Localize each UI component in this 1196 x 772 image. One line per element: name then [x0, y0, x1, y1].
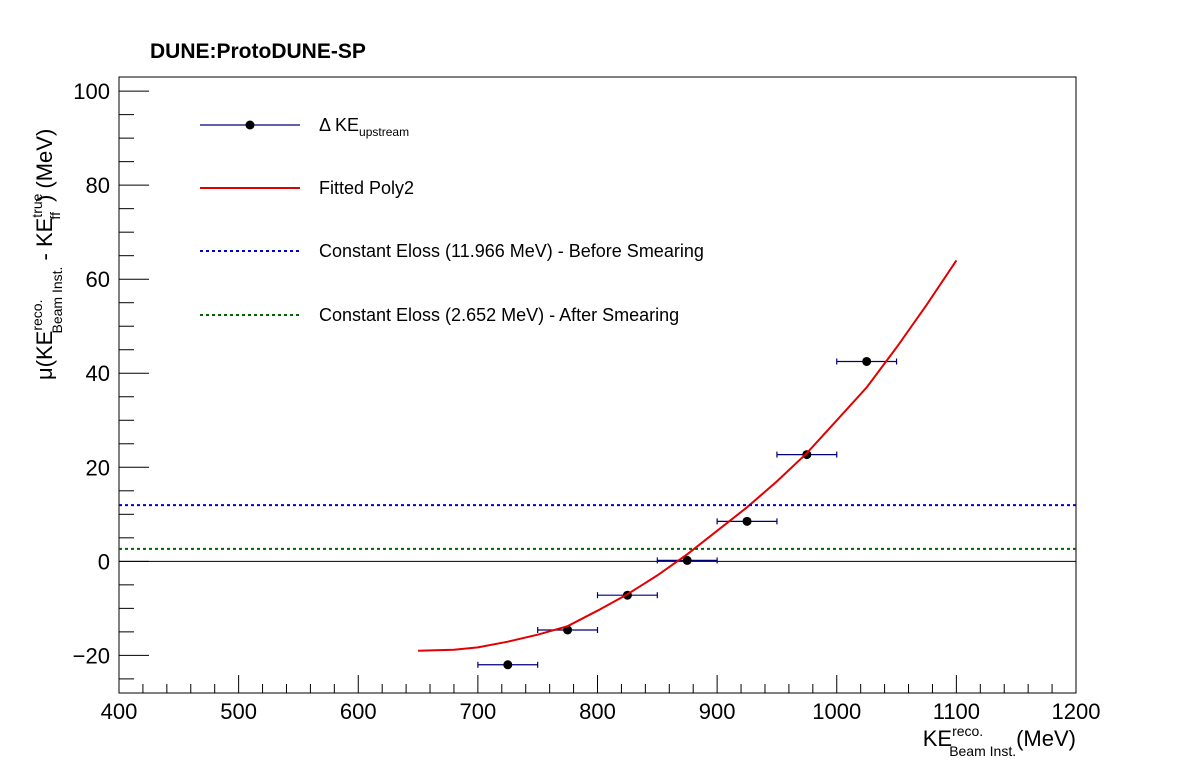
x-axis-label-sup: reco.	[952, 723, 983, 739]
y-tick-label: 40	[86, 361, 110, 386]
y-tick-label: 100	[73, 79, 110, 104]
data-point	[716, 516, 778, 526]
data-point	[477, 660, 539, 670]
x-tick-label: 900	[699, 699, 736, 724]
legend-marker	[245, 120, 255, 130]
x-tick-label: 600	[340, 699, 377, 724]
legend-entry: Constant Eloss (11.966 MeV) - Before Sme…	[200, 241, 704, 261]
legend-entry: Δ KEupstream	[200, 115, 409, 139]
y-tick-label: 80	[86, 173, 110, 198]
plot-frame	[118, 76, 1077, 694]
x-tick-label: 400	[101, 699, 138, 724]
x-tick-label: 700	[460, 699, 497, 724]
point-marker	[503, 660, 513, 670]
x-tick-label: 800	[579, 699, 616, 724]
legend-label: Δ KEupstream	[319, 115, 409, 139]
x-tick-label: 1200	[1052, 699, 1101, 724]
legend: Δ KEupstream Fitted Poly2 Constant Eloss (…	[200, 115, 704, 325]
legend-entry: Fitted Poly2	[200, 178, 414, 198]
data-point	[656, 555, 718, 565]
y-tick-label: 60	[86, 267, 110, 292]
y-axis-label: μ(KEreco. Beam Inst. - KEtrue ff) (MeV)	[29, 129, 65, 380]
point-marker	[802, 450, 812, 460]
y-tick-label: 20	[86, 455, 110, 480]
legend-label: Constant Eloss (11.966 MeV) - Before Sme…	[319, 241, 704, 261]
x-axis-label: KEreco. Beam Inst.(MeV)	[923, 723, 1076, 759]
legend-label: Constant Eloss (2.652 MeV) - After Smear…	[319, 305, 679, 325]
point-marker	[682, 555, 692, 565]
data-layer	[119, 259, 1076, 670]
x-axis-label-sub: Beam Inst.	[949, 743, 1016, 759]
data-point	[776, 450, 838, 460]
legend-entry: Constant Eloss (2.652 MeV) - After Smear…	[200, 305, 679, 325]
x-tick-label: 500	[220, 699, 257, 724]
fit-curve	[418, 259, 958, 652]
y-tick-label: 0	[98, 549, 110, 574]
x-tick-label: 1000	[812, 699, 861, 724]
chart-title: DUNE:ProtoDUNE-SP	[150, 40, 366, 63]
x-axis-label-unit: (MeV)	[1016, 726, 1076, 751]
legend-label: Fitted Poly2	[319, 178, 414, 198]
axes: 400 500 600 700 800 900 1000 1100 1200 −20 0 20 40 60…	[73, 79, 1101, 724]
x-tick-label: 1100	[933, 699, 980, 724]
y-tick-label: −20	[73, 643, 110, 668]
point-marker	[742, 516, 752, 526]
point-marker	[862, 356, 872, 366]
x-axis-label-base: KE	[923, 726, 952, 751]
